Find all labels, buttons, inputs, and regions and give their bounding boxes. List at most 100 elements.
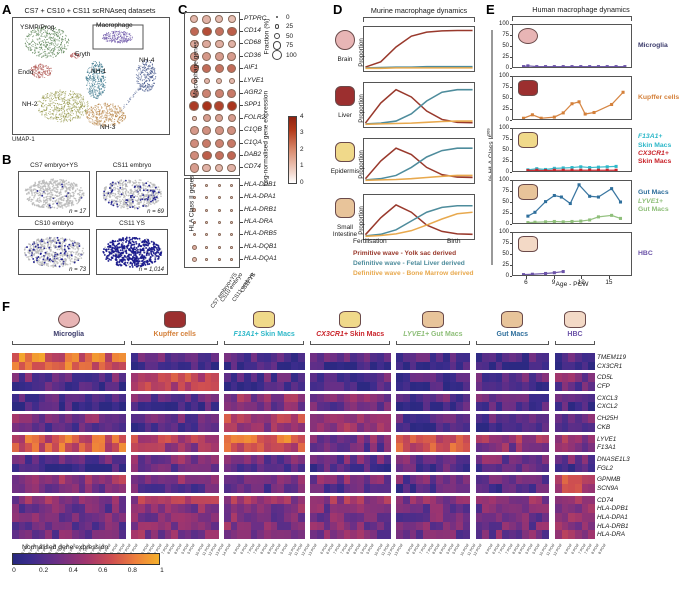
heatmap-cell[interactable] xyxy=(515,495,523,505)
dotplot-dot[interactable] xyxy=(192,183,196,187)
heatmap-cell[interactable] xyxy=(462,521,470,531)
heatmap-cell[interactable] xyxy=(495,422,503,432)
heatmap-cell[interactable] xyxy=(244,434,252,444)
heatmap-cell[interactable] xyxy=(198,402,206,412)
heatmap-cell[interactable] xyxy=(25,353,33,362)
heatmap-cell[interactable] xyxy=(184,484,192,493)
heatmap-cell[interactable] xyxy=(356,513,364,522)
heatmap-cell[interactable] xyxy=(297,513,305,522)
heatmap-cell[interactable] xyxy=(535,504,543,514)
heatmap-cell[interactable] xyxy=(38,414,46,424)
heatmap-cell[interactable] xyxy=(198,434,206,444)
heatmap-cell[interactable] xyxy=(237,530,245,540)
heatmap-cell[interactable] xyxy=(112,443,120,453)
heatmap-cell[interactable] xyxy=(542,455,550,464)
heatmap-cell[interactable] xyxy=(336,373,344,383)
heatmap-cell[interactable] xyxy=(336,455,344,464)
heatmap-cell[interactable] xyxy=(158,530,166,540)
heatmap-cell[interactable] xyxy=(184,504,192,514)
heatmap-cell[interactable] xyxy=(330,463,338,473)
heatmap-cell[interactable] xyxy=(105,361,113,371)
heatmap-cell[interactable] xyxy=(482,353,490,362)
heatmap-cell[interactable] xyxy=(144,455,152,464)
heatmap-cell[interactable] xyxy=(409,414,417,424)
dotplot-dot[interactable] xyxy=(192,208,197,213)
heatmap-cell[interactable] xyxy=(18,434,26,444)
heatmap-cell[interactable] xyxy=(92,373,100,383)
heatmap-cell[interactable] xyxy=(409,373,417,383)
heatmap-cell[interactable] xyxy=(277,373,285,383)
heatmap-cell[interactable] xyxy=(237,382,245,391)
heatmap-cell[interactable] xyxy=(462,513,470,522)
heatmap-cell[interactable] xyxy=(522,414,530,424)
heatmap-cell[interactable] xyxy=(535,361,543,371)
heatmap-cell[interactable] xyxy=(422,353,430,362)
heatmap-cell[interactable] xyxy=(475,475,483,485)
heatmap-cell[interactable] xyxy=(18,414,26,424)
heatmap-cell[interactable] xyxy=(383,530,391,540)
heatmap-cell[interactable] xyxy=(198,414,206,424)
heatmap-cell[interactable] xyxy=(38,402,46,412)
heatmap-cell[interactable] xyxy=(131,422,139,432)
heatmap-cell[interactable] xyxy=(198,530,206,540)
heatmap-cell[interactable] xyxy=(198,521,206,531)
heatmap-cell[interactable] xyxy=(290,434,298,444)
heatmap-cell[interactable] xyxy=(522,353,530,362)
heatmap-cell[interactable] xyxy=(204,495,212,505)
heatmap-cell[interactable] xyxy=(343,382,351,391)
heatmap-cell[interactable] xyxy=(277,382,285,391)
heatmap-cell[interactable] xyxy=(184,475,192,485)
heatmap-cell[interactable] xyxy=(363,504,371,514)
heatmap-cell[interactable] xyxy=(449,402,457,412)
heatmap-cell[interactable] xyxy=(18,495,26,505)
heatmap-cell[interactable] xyxy=(277,393,285,403)
heatmap-cell[interactable] xyxy=(574,495,583,505)
heatmap-cell[interactable] xyxy=(475,521,483,531)
heatmap-cell[interactable] xyxy=(429,521,437,531)
heatmap-cell[interactable] xyxy=(264,463,272,473)
heatmap-cell[interactable] xyxy=(429,475,437,485)
heatmap-cell[interactable] xyxy=(244,475,252,485)
heatmap-cell[interactable] xyxy=(297,530,305,540)
heatmap-cell[interactable] xyxy=(416,361,424,371)
heatmap-cell[interactable] xyxy=(422,443,430,453)
heatmap-cell[interactable] xyxy=(224,513,232,522)
heatmap-cell[interactable] xyxy=(138,414,146,424)
heatmap-cell[interactable] xyxy=(178,521,186,531)
heatmap-cell[interactable] xyxy=(588,530,596,540)
heatmap-cell[interactable] xyxy=(105,530,113,540)
heatmap-cell[interactable] xyxy=(383,513,391,522)
heatmap-cell[interactable] xyxy=(257,422,265,432)
heatmap-cell[interactable] xyxy=(568,495,576,505)
heatmap-cell[interactable] xyxy=(363,463,371,473)
heatmap-cell[interactable] xyxy=(131,361,139,371)
heatmap-cell[interactable] xyxy=(230,484,238,493)
heatmap-cell[interactable] xyxy=(488,521,496,531)
heatmap-cell[interactable] xyxy=(409,382,417,391)
heatmap-cell[interactable] xyxy=(316,455,324,464)
heatmap-cell[interactable] xyxy=(98,484,106,493)
heatmap-cell[interactable] xyxy=(396,402,404,412)
heatmap-cell[interactable] xyxy=(25,393,33,403)
heatmap-cell[interactable] xyxy=(38,484,46,493)
heatmap-cell[interactable] xyxy=(316,361,324,371)
heatmap-cell[interactable] xyxy=(402,484,410,493)
heatmap-cell[interactable] xyxy=(131,393,139,403)
heatmap-cell[interactable] xyxy=(343,414,351,424)
heatmap-cell[interactable] xyxy=(402,382,410,391)
heatmap-cell[interactable] xyxy=(350,513,358,522)
heatmap-cell[interactable] xyxy=(343,353,351,362)
heatmap-cell[interactable] xyxy=(38,353,46,362)
heatmap-cell[interactable] xyxy=(568,361,576,371)
heatmap-cell[interactable] xyxy=(284,402,292,412)
heatmap-cell[interactable] xyxy=(78,455,86,464)
heatmap-cell[interactable] xyxy=(442,530,450,540)
heatmap-cell[interactable] xyxy=(112,353,120,362)
heatmap-cell[interactable] xyxy=(554,382,563,391)
dotplot-dot[interactable] xyxy=(227,138,237,148)
heatmap-cell[interactable] xyxy=(330,513,338,522)
heatmap-cell[interactable] xyxy=(138,484,146,493)
heatmap-cell[interactable] xyxy=(290,402,298,412)
heatmap-cell[interactable] xyxy=(343,373,351,383)
heatmap-cell[interactable] xyxy=(409,393,417,403)
